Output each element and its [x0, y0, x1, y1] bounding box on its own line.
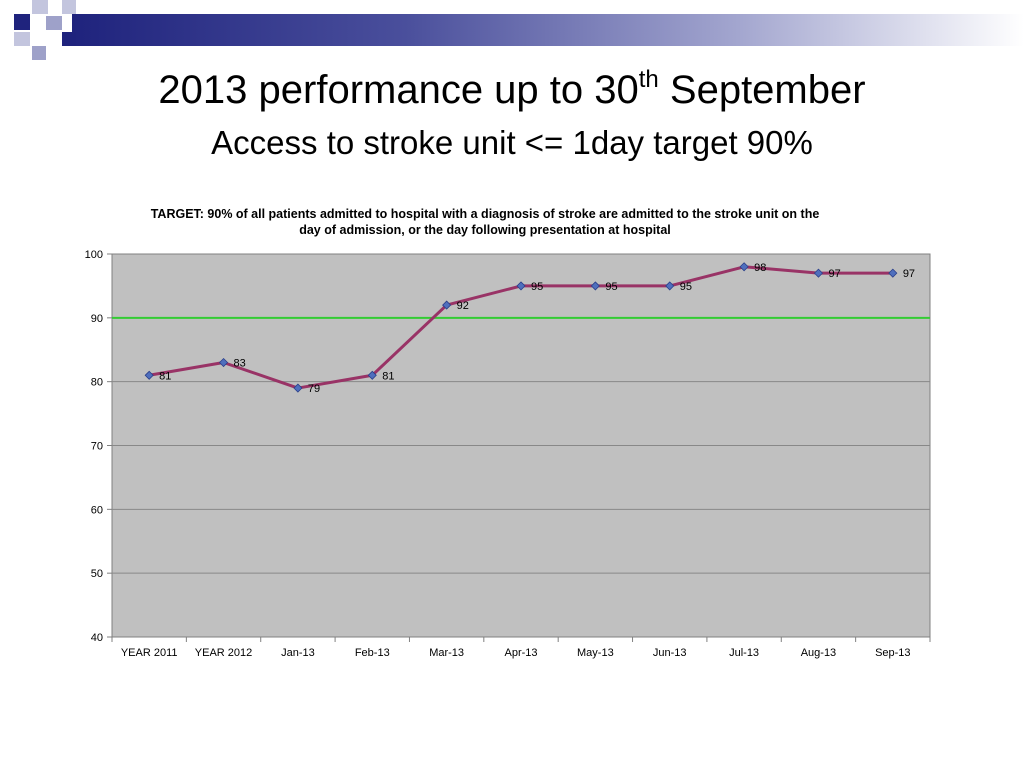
- data-point: [888, 268, 898, 278]
- logo-square-dark: [62, 32, 76, 46]
- y-tick-label: 80: [91, 377, 103, 389]
- x-tick-label: YEAR 2012: [195, 647, 252, 659]
- logo-square-light: [32, 0, 48, 14]
- data-label: 81: [382, 370, 394, 382]
- x-tick-label: Sep-13: [875, 647, 910, 659]
- title-superscript: th: [638, 66, 659, 93]
- data-label: 95: [680, 281, 692, 293]
- logo-square-dark: [14, 14, 30, 30]
- x-tick-label: YEAR 2011: [121, 647, 178, 659]
- slide-subtitle: Access to stroke unit <= 1day target 90%: [211, 124, 813, 161]
- line-chart: 40 50 60 70 80 90 100 YEAR 2011 YEAR 2012 Jan-13 F…: [85, 249, 931, 659]
- data-point: [442, 300, 452, 310]
- title-end: September: [658, 68, 866, 112]
- data-point: [590, 281, 600, 291]
- data-label: 98: [754, 262, 766, 274]
- data-label: 79: [308, 383, 320, 395]
- y-tick-label: 90: [91, 313, 103, 325]
- data-point: [293, 383, 303, 393]
- y-tick-label: 40: [91, 632, 103, 644]
- header-gradient-bar: [72, 14, 1024, 46]
- data-label: 81: [159, 370, 171, 382]
- data-point: [144, 370, 154, 380]
- data-label: 92: [457, 300, 469, 312]
- x-tick-label: Aug-13: [801, 647, 836, 659]
- chart-container: 40 50 60 70 80 90 100 YEAR 2011 YEAR 2012 Jan-13 F…: [0, 190, 1024, 670]
- y-tick-label: 70: [91, 441, 103, 453]
- title-main: 2013 performance up to 30: [158, 68, 639, 112]
- data-point: [813, 268, 824, 278]
- y-tick-label: 100: [85, 249, 103, 261]
- data-point: [367, 370, 377, 380]
- x-tick-label: Apr-13: [504, 647, 537, 659]
- data-label: 95: [531, 281, 543, 293]
- logo-square-mid: [46, 16, 62, 30]
- data-point: [739, 262, 749, 272]
- x-tick-label: May-13: [577, 647, 614, 659]
- logo-square-light: [14, 32, 30, 46]
- x-tick-label: Mar-13: [429, 647, 464, 659]
- data-label: 97: [828, 268, 840, 280]
- data-label: 97: [903, 268, 915, 280]
- x-tick-label: Jun-13: [653, 647, 687, 659]
- x-tick-label: Feb-13: [355, 647, 390, 659]
- data-label: 83: [234, 358, 246, 370]
- x-tick-label: Jul-13: [729, 647, 759, 659]
- logo-square-light: [62, 0, 76, 14]
- slide-title: 2013 performance up to 30th September: [0, 66, 1024, 114]
- x-tick-label: Jan-13: [281, 647, 315, 659]
- data-label: 95: [605, 281, 617, 293]
- chart-title: TARGET: 90% of all patients admitted to …: [150, 207, 820, 237]
- y-tick-label: 50: [91, 568, 103, 580]
- y-tick-label: 60: [91, 504, 103, 516]
- data-point: [516, 281, 526, 291]
- logo-square-mid: [32, 46, 46, 60]
- data-point: [665, 281, 675, 291]
- data-point: [218, 357, 229, 368]
